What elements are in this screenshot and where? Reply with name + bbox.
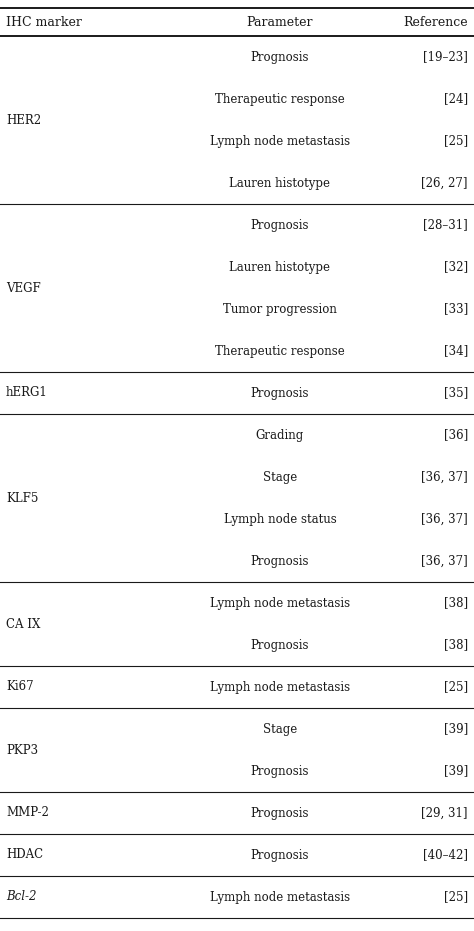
Text: Lymph node metastasis: Lymph node metastasis [210,681,350,694]
Text: Stage: Stage [263,722,297,735]
Text: Lymph node status: Lymph node status [224,512,337,525]
Text: Therapeutic response: Therapeutic response [215,344,345,358]
Text: KLF5: KLF5 [6,492,38,505]
Text: [19–23]: [19–23] [423,50,468,63]
Text: IHC marker: IHC marker [6,16,82,29]
Text: [34]: [34] [444,344,468,358]
Text: MMP-2: MMP-2 [6,806,49,819]
Text: CA IX: CA IX [6,617,40,630]
Text: Prognosis: Prognosis [251,50,309,63]
Text: Tumor progression: Tumor progression [223,303,337,316]
Text: Ki67: Ki67 [6,681,34,694]
Text: [25]: [25] [444,134,468,147]
Text: [39]: [39] [444,722,468,735]
Text: Prognosis: Prognosis [251,219,309,232]
Text: Stage: Stage [263,470,297,483]
Text: Lymph node metastasis: Lymph node metastasis [210,597,350,610]
Text: Prognosis: Prognosis [251,386,309,399]
Text: [28–31]: [28–31] [423,219,468,232]
Text: [36]: [36] [444,428,468,441]
Text: [35]: [35] [444,386,468,399]
Text: hERG1: hERG1 [6,386,48,399]
Text: Prognosis: Prognosis [251,555,309,568]
Text: HER2: HER2 [6,114,41,127]
Text: [38]: [38] [444,639,468,652]
Text: Lauren histotype: Lauren histotype [229,261,330,274]
Text: [36, 37]: [36, 37] [421,512,468,525]
Text: [33]: [33] [444,303,468,316]
Text: [40–42]: [40–42] [423,848,468,861]
Text: [39]: [39] [444,764,468,777]
Text: [24]: [24] [444,92,468,105]
Text: Bcl-2: Bcl-2 [6,890,36,903]
Text: Grading: Grading [256,428,304,441]
Text: Prognosis: Prognosis [251,764,309,777]
Text: [38]: [38] [444,597,468,610]
Text: Reference: Reference [403,16,468,29]
Text: Prognosis: Prognosis [251,639,309,652]
Text: HDAC: HDAC [6,848,43,861]
Text: [26, 27]: [26, 27] [421,177,468,190]
Text: [36, 37]: [36, 37] [421,555,468,568]
Text: Therapeutic response: Therapeutic response [215,92,345,105]
Text: Lauren histotype: Lauren histotype [229,177,330,190]
Text: [25]: [25] [444,681,468,694]
Text: [25]: [25] [444,890,468,903]
Text: [32]: [32] [444,261,468,274]
Text: VEGF: VEGF [6,281,41,294]
Text: Lymph node metastasis: Lymph node metastasis [210,134,350,147]
Text: PKP3: PKP3 [6,744,38,757]
Text: Lymph node metastasis: Lymph node metastasis [210,890,350,903]
Text: [29, 31]: [29, 31] [421,806,468,819]
Text: Prognosis: Prognosis [251,806,309,819]
Text: Prognosis: Prognosis [251,848,309,861]
Text: Parameter: Parameter [247,16,313,29]
Text: [36, 37]: [36, 37] [421,470,468,483]
